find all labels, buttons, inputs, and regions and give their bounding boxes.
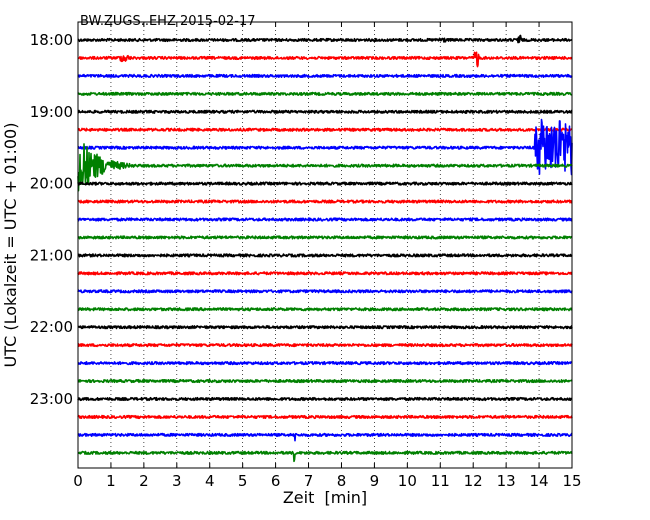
x-tick-label: 10 [398,472,417,490]
trace-1830 [77,73,573,79]
trace-1815 [77,51,573,68]
x-tick-label: 0 [73,472,83,490]
x-tick-label: 6 [271,472,281,490]
x-tick-label: 1 [106,472,116,490]
y-tick-label: 18:00 [30,31,73,49]
x-tick-label: 15 [562,472,581,490]
y-tick-label: 19:00 [30,103,73,121]
x-tick-label: 5 [238,472,248,490]
trace-2345 [77,450,573,463]
trace-2230 [77,360,573,366]
y-tick-label: 21:00 [30,246,73,264]
trace-2245 [77,378,573,384]
x-tick-label: 2 [139,472,149,490]
trace-1800 [77,34,573,44]
x-tick-label: 14 [530,472,549,490]
x-tick-label: 8 [337,472,347,490]
trace-2100 [77,253,573,258]
x-tick-label: 4 [205,472,215,490]
y-tick-label: 23:00 [30,390,73,408]
vertical-grid [110,22,540,468]
x-tick-label: 13 [497,472,516,490]
trace-2300 [77,396,573,402]
trace-2015 [77,199,573,204]
trace-2215 [77,343,573,348]
trace-2000 [77,181,573,186]
y-tick-label: 20:00 [30,175,73,193]
y-axis-label: UTC (Lokalzeit = UTC + 01:00) [1,123,20,368]
trace-2145 [77,307,573,312]
trace-2115 [77,271,573,276]
y-tick-label: 22:00 [30,318,73,336]
x-tick-label: 3 [172,472,182,490]
x-tick-label: 11 [431,472,450,490]
trace-2130 [77,289,573,294]
trace-2045 [77,235,573,240]
trace-2200 [77,325,573,330]
x-tick-label: 9 [370,472,380,490]
x-axis-label: Zeit [min] [283,488,367,507]
y-axis-ticks: 18:00 19:00 20:00 21:00 22:00 23:00 [30,31,83,408]
trace-2315 [77,414,573,420]
trace-1915 [77,127,573,132]
trace-2030 [77,217,573,222]
trace-2330 [77,432,573,442]
x-tick-label: 12 [464,472,483,490]
x-axis-ticks: 0 1 2 3 4 5 6 7 8 9 10 11 12 13 14 15 [73,22,582,490]
x-tick-label: 7 [304,472,314,490]
traces [77,34,573,463]
trace-1945 [77,143,573,192]
plot-frame [77,21,573,469]
trace-1930 [77,118,573,176]
trace-1845 [77,91,573,96]
trace-1900 [77,109,573,114]
